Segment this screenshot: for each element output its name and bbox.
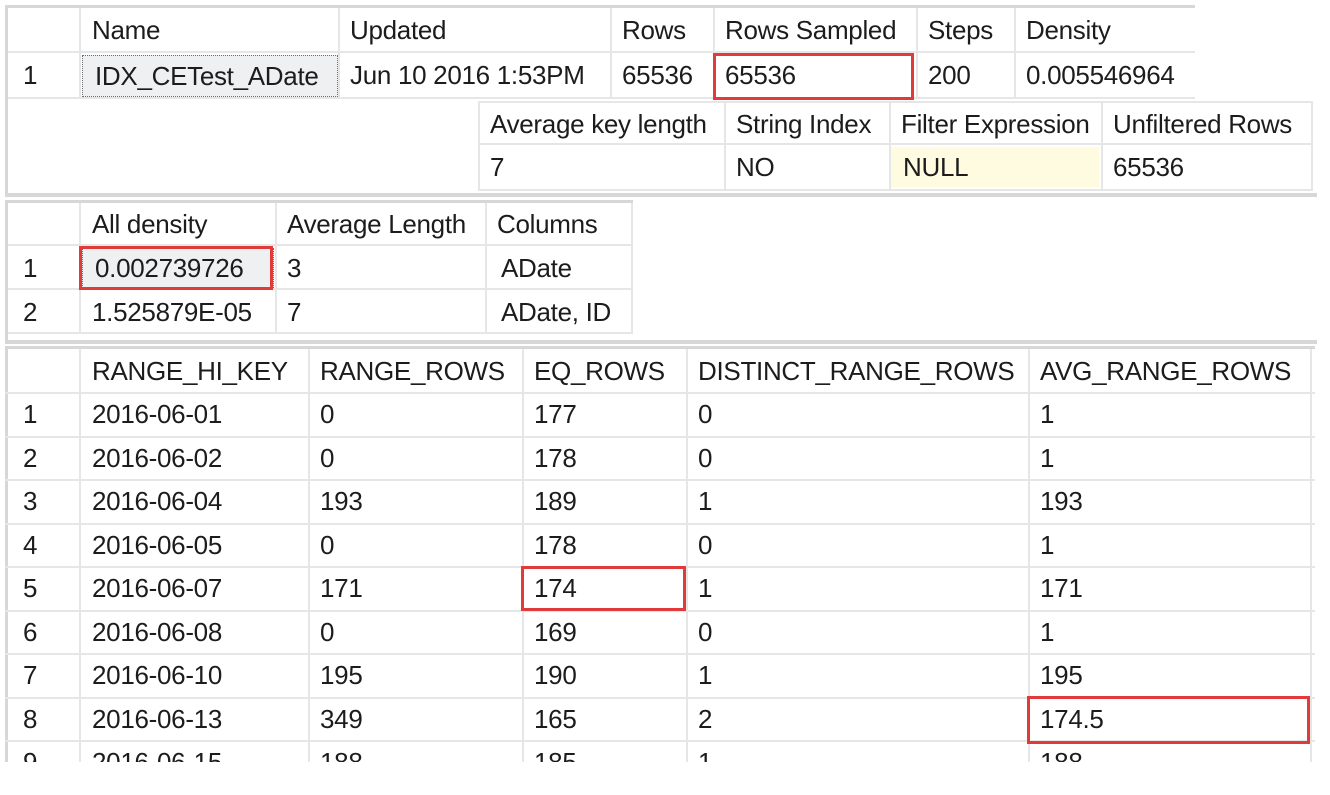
range-hi-key-cell[interactable]: 2016-06-05 (92, 529, 222, 560)
avg-range-rows-cell[interactable]: 193 (1040, 486, 1083, 517)
range-rows-cell[interactable]: 171 (320, 573, 363, 604)
avg-range-rows-cell[interactable]: 174.5 (1040, 703, 1104, 734)
range-rows-cell[interactable]: 0 (320, 529, 335, 560)
column-header-eq-rows[interactable]: EQ_ROWS (522, 350, 686, 392)
range-hi-key-cell[interactable]: 2016-06-01 (92, 399, 222, 430)
column-header-name[interactable]: Name (80, 9, 340, 51)
histogram-grid: RANGE_HI_KEY RANGE_ROWS EQ_ROWS DISTINCT… (5, 346, 1325, 762)
range-rows-cell[interactable]: 0 (320, 442, 335, 473)
row-number[interactable]: 4 (23, 529, 38, 560)
column-header-updated[interactable]: Updated (338, 9, 610, 51)
average-length-cell[interactable]: 7 (287, 296, 302, 327)
distinct-range-rows-cell[interactable]: 0 (698, 399, 713, 430)
eq-rows-cell[interactable]: 178 (534, 529, 577, 560)
column-header-range-rows[interactable]: RANGE_ROWS (308, 350, 522, 392)
distinct-range-rows-cell[interactable]: 1 (698, 486, 713, 517)
avg-range-rows-cell[interactable]: 1 (1040, 442, 1055, 473)
range-rows-cell[interactable]: 349 (320, 703, 363, 734)
all-density-cell[interactable]: 0.002739726 (82, 248, 274, 288)
column-header-avg-range-rows[interactable]: AVG_RANGE_ROWS (1028, 350, 1310, 392)
string-index-cell[interactable]: NO (736, 151, 775, 182)
range-rows-cell[interactable]: 195 (320, 660, 363, 691)
row-number[interactable]: 1 (23, 59, 38, 90)
row-number[interactable]: 8 (23, 703, 38, 734)
row-number[interactable]: 5 (23, 573, 38, 604)
avg-range-rows-cell[interactable]: 195 (1040, 660, 1083, 691)
row-number[interactable]: 9 (13, 742, 79, 762)
stats-header-grid: Name Updated Rows Rows Sampled Steps Den… (5, 5, 1325, 195)
range-hi-key-cell[interactable]: 2016-06-15 (80, 742, 308, 762)
range-hi-key-cell[interactable]: 2016-06-02 (92, 442, 222, 473)
avg-range-rows-cell[interactable]: 171 (1040, 573, 1083, 604)
avg-range-rows-cell[interactable]: 1 (1040, 399, 1055, 430)
column-header-steps[interactable]: Steps (916, 9, 1014, 51)
range-hi-key-cell[interactable]: 2016-06-07 (92, 573, 222, 604)
column-header-unfiltered-rows[interactable]: Unfiltered Rows (1101, 103, 1311, 145)
distinct-range-rows-cell[interactable]: 2 (698, 703, 713, 734)
range-hi-key-cell[interactable]: 2016-06-04 (92, 486, 222, 517)
distinct-range-rows-cell[interactable]: 1 (686, 742, 1028, 762)
columns-cell[interactable]: ADate, ID (501, 296, 612, 327)
column-header-average-length[interactable]: Average Length (275, 204, 485, 244)
row-number[interactable]: 2 (23, 442, 38, 473)
range-rows-cell[interactable]: 188 (308, 742, 522, 762)
eq-rows-cell[interactable]: 174 (534, 573, 577, 604)
avg-range-rows-cell[interactable]: 188 (1028, 742, 1310, 762)
filter-expression-cell[interactable]: NULL (891, 147, 1099, 187)
eq-rows-cell[interactable]: 165 (534, 703, 577, 734)
row-number[interactable]: 3 (23, 486, 38, 517)
eq-rows-cell[interactable]: 178 (534, 442, 577, 473)
range-hi-key-cell[interactable]: 2016-06-10 (92, 660, 222, 691)
updated-cell[interactable]: Jun 10 2016 1:53PM (350, 59, 585, 90)
eq-rows-cell[interactable]: 189 (534, 486, 577, 517)
row-number[interactable]: 1 (23, 252, 38, 283)
stat-name-cell[interactable]: IDX_CETest_ADate (82, 55, 338, 97)
distinct-range-rows-cell[interactable]: 1 (698, 660, 713, 691)
row-number[interactable]: 6 (23, 616, 38, 647)
eq-rows-cell[interactable]: 177 (534, 399, 577, 430)
column-header-filter-expression[interactable]: Filter Expression (889, 103, 1101, 145)
column-header-string-index[interactable]: String Index (724, 103, 889, 145)
range-rows-cell[interactable]: 0 (320, 616, 335, 647)
range-rows-cell[interactable]: 193 (320, 486, 363, 517)
avg-range-rows-cell[interactable]: 1 (1040, 529, 1055, 560)
column-header-average-key-length[interactable]: Average key length (478, 103, 724, 145)
rows-cell[interactable]: 65536 (622, 59, 693, 90)
row-number[interactable]: 2 (23, 296, 38, 327)
column-header-rows[interactable]: Rows (610, 9, 713, 51)
rows-sampled-cell[interactable]: 65536 (725, 59, 796, 90)
average-length-cell[interactable]: 3 (287, 252, 302, 283)
column-header-columns[interactable]: Columns (485, 204, 631, 244)
column-header-all-density[interactable]: All density (80, 204, 275, 244)
column-header-density[interactable]: Density (1014, 9, 1194, 51)
all-density-cell[interactable]: 1.525879E-05 (92, 296, 252, 327)
row-number[interactable]: 1 (23, 399, 38, 430)
columns-cell[interactable]: ADate (501, 252, 572, 283)
unfiltered-rows-cell[interactable]: 65536 (1113, 151, 1184, 182)
column-header-rows-sampled[interactable]: Rows Sampled (713, 9, 916, 51)
eq-rows-cell[interactable]: 169 (534, 616, 577, 647)
steps-cell[interactable]: 200 (928, 59, 971, 90)
density-vector-grid: All density Average Length Columns 1 0.0… (5, 200, 1325, 340)
row-number[interactable]: 7 (23, 660, 38, 691)
range-rows-cell[interactable]: 0 (320, 399, 335, 430)
column-header-distinct-range-rows[interactable]: DISTINCT_RANGE_ROWS (686, 350, 1028, 392)
range-hi-key-cell[interactable]: 2016-06-13 (92, 703, 222, 734)
eq-rows-cell[interactable]: 185 (522, 742, 686, 762)
distinct-range-rows-cell[interactable]: 0 (698, 616, 713, 647)
distinct-range-rows-cell[interactable]: 0 (698, 442, 713, 473)
avg-range-rows-cell[interactable]: 1 (1040, 616, 1055, 647)
average-key-length-cell[interactable]: 7 (490, 151, 505, 182)
density-cell[interactable]: 0.005546964 (1026, 59, 1175, 90)
distinct-range-rows-cell[interactable]: 1 (698, 573, 713, 604)
eq-rows-cell[interactable]: 190 (534, 660, 577, 691)
distinct-range-rows-cell[interactable]: 0 (698, 529, 713, 560)
column-header-range-hi-key[interactable]: RANGE_HI_KEY (80, 350, 308, 392)
range-hi-key-cell[interactable]: 2016-06-08 (92, 616, 222, 647)
